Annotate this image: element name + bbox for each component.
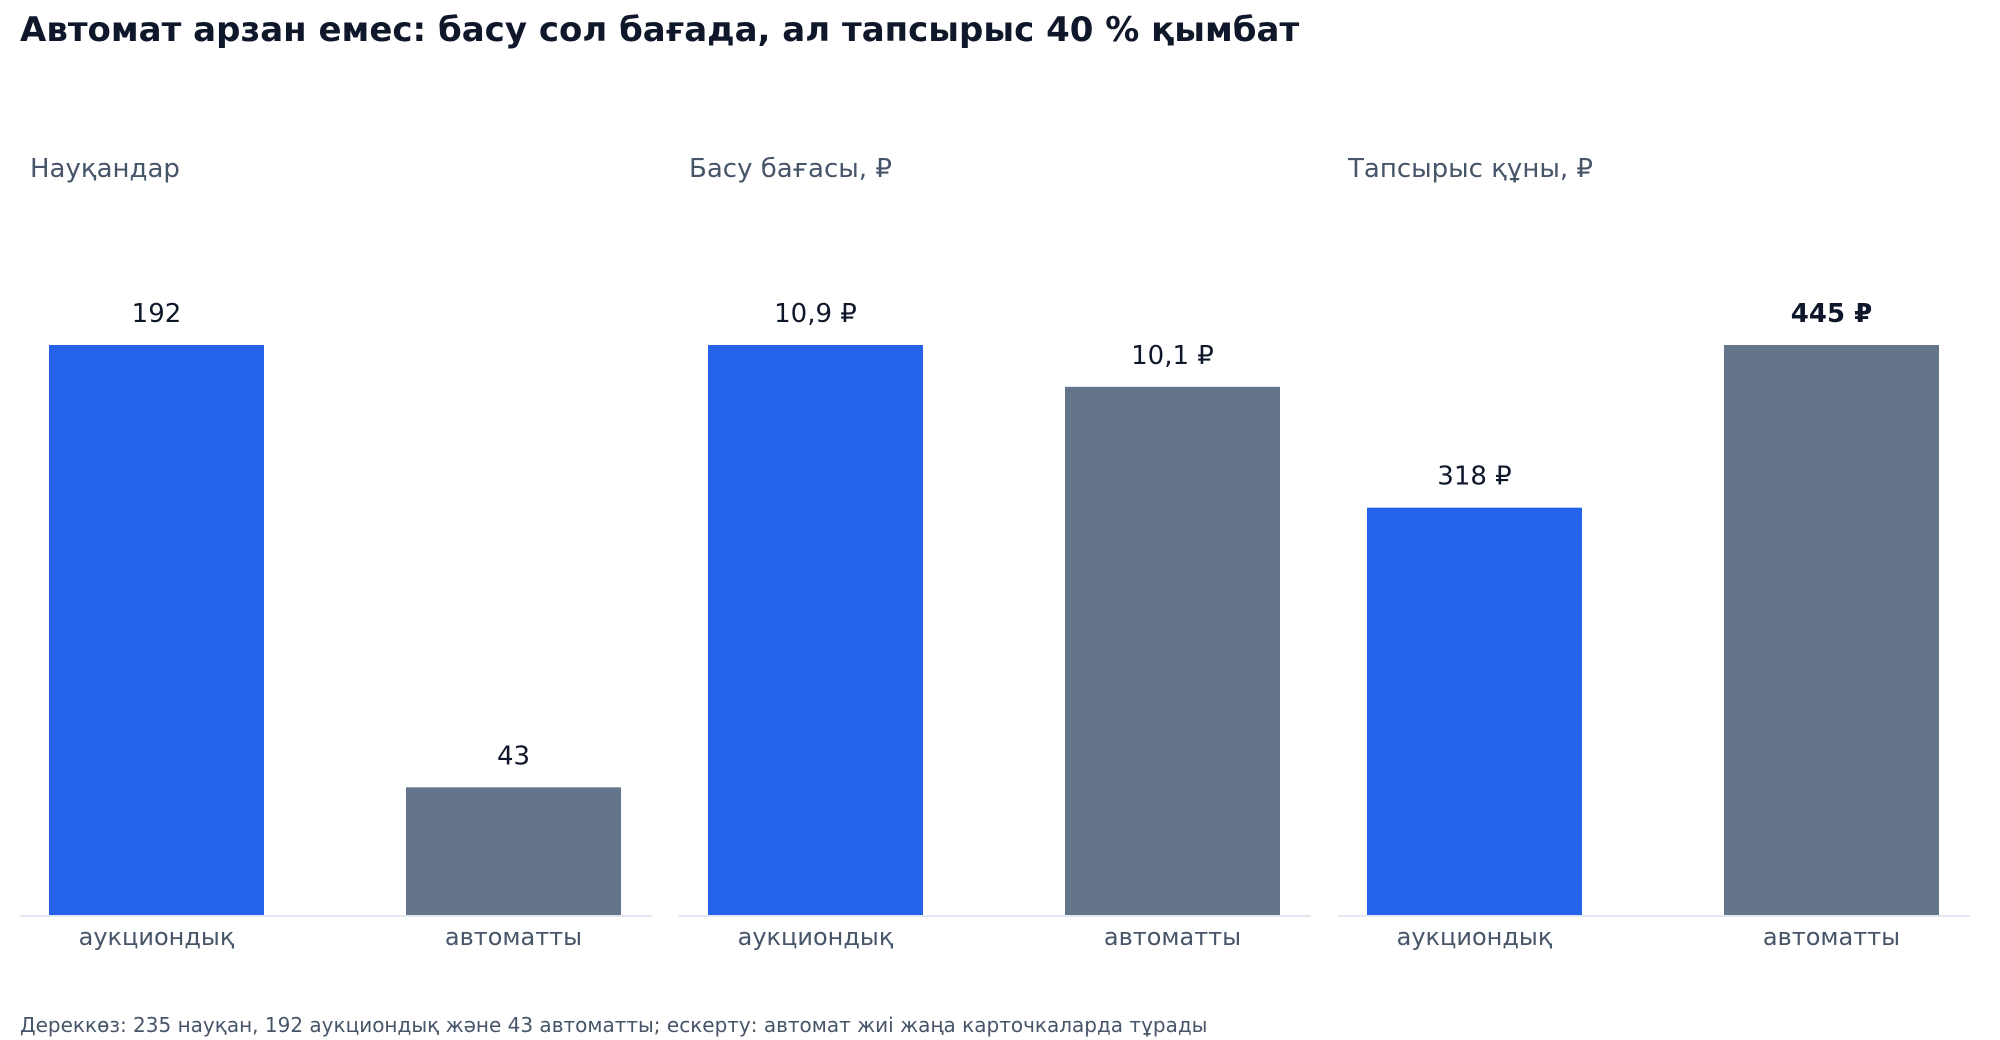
panel-click-price: Басу бағасы, ₽ 10,9 ₽ аукциондық 10,1 ₽ авт… (679, 0, 1311, 960)
bar-auction (1367, 507, 1582, 915)
panel-campaigns: Науқандар 192 аукциондық 43 автоматты (20, 0, 652, 960)
bar-chart-campaigns: 192 аукциондық 43 автоматты (20, 299, 652, 951)
bar-auction (708, 345, 923, 915)
category-label: автоматты (1104, 923, 1241, 951)
chart-title: Автомат арзан емес: басу сол бағада, ал … (20, 10, 1300, 50)
category-label: аукциондық (1397, 923, 1553, 951)
data-label: 43 (497, 741, 530, 771)
bar-auto (406, 787, 621, 915)
data-label: 318 ₽ (1437, 462, 1511, 492)
panel-order-cost: Тапсырыс құны, ₽ 318 ₽ аукциондық 445 ₽ авт… (1338, 0, 1970, 960)
bar-auction (49, 345, 264, 915)
category-label: аукциондық (738, 923, 894, 951)
category-label: автоматты (1763, 923, 1900, 951)
panel-title: Науқандар (30, 154, 180, 184)
category-label: автоматты (445, 923, 582, 951)
data-label: 445 ₽ (1791, 299, 1872, 329)
bar-chart-click-price: 10,9 ₽ аукциондық 10,1 ₽ автоматты (679, 299, 1311, 951)
panel-title: Тапсырыс құны, ₽ (1348, 154, 1593, 184)
data-label: 192 (132, 299, 182, 329)
bar-chart-order-cost: 318 ₽ аукциондық 445 ₽ автоматты (1338, 299, 1970, 951)
bar-auto (1065, 386, 1280, 916)
category-label: аукциондық (79, 923, 235, 951)
footnote: Дереккөз: 235 науқан, 192 аукциондық жән… (20, 1013, 1208, 1037)
data-label: 10,1 ₽ (1131, 341, 1214, 371)
panel-title: Басу бағасы, ₽ (689, 154, 892, 184)
bar-auto (1724, 345, 1939, 915)
data-label: 10,9 ₽ (774, 299, 857, 329)
